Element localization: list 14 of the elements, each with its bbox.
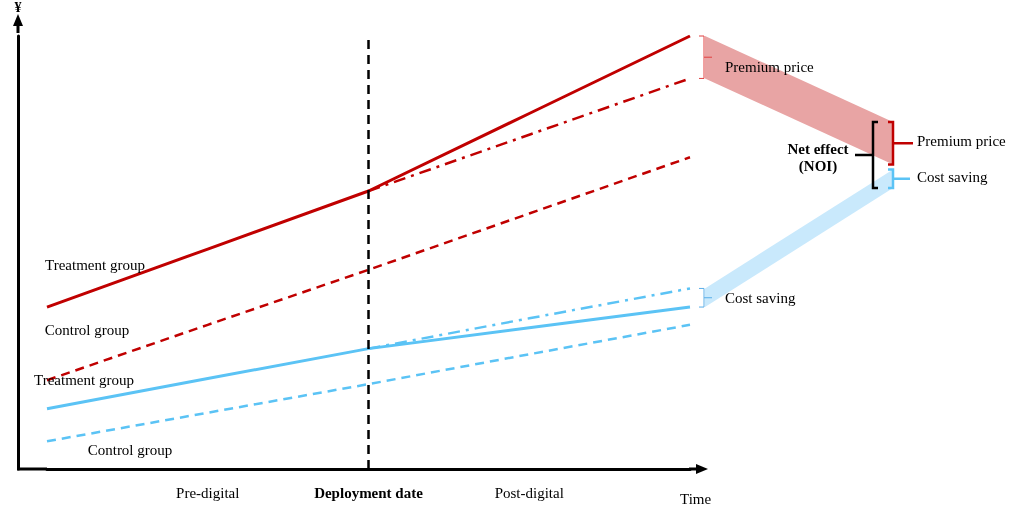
text: Cost saving <box>917 169 988 186</box>
series-label: Control group <box>87 442 173 459</box>
series-label: Treatment group <box>34 371 134 388</box>
series-label: Treatment group <box>45 257 145 274</box>
y-axis-title: ¥ <box>14 0 22 15</box>
x-axis-title: Time <box>680 490 712 507</box>
text: Premium price <box>917 133 1007 150</box>
text: Net effect (NOI) <box>787 141 849 176</box>
x-tick-label: Deployment date <box>314 484 424 501</box>
series-label: Control group <box>44 322 130 339</box>
x-tick-label: Post-digital <box>494 484 564 501</box>
x-tick-label: Pre-digital <box>176 484 240 501</box>
text: Premium price <box>725 59 815 76</box>
text: Cost saving <box>725 290 796 307</box>
